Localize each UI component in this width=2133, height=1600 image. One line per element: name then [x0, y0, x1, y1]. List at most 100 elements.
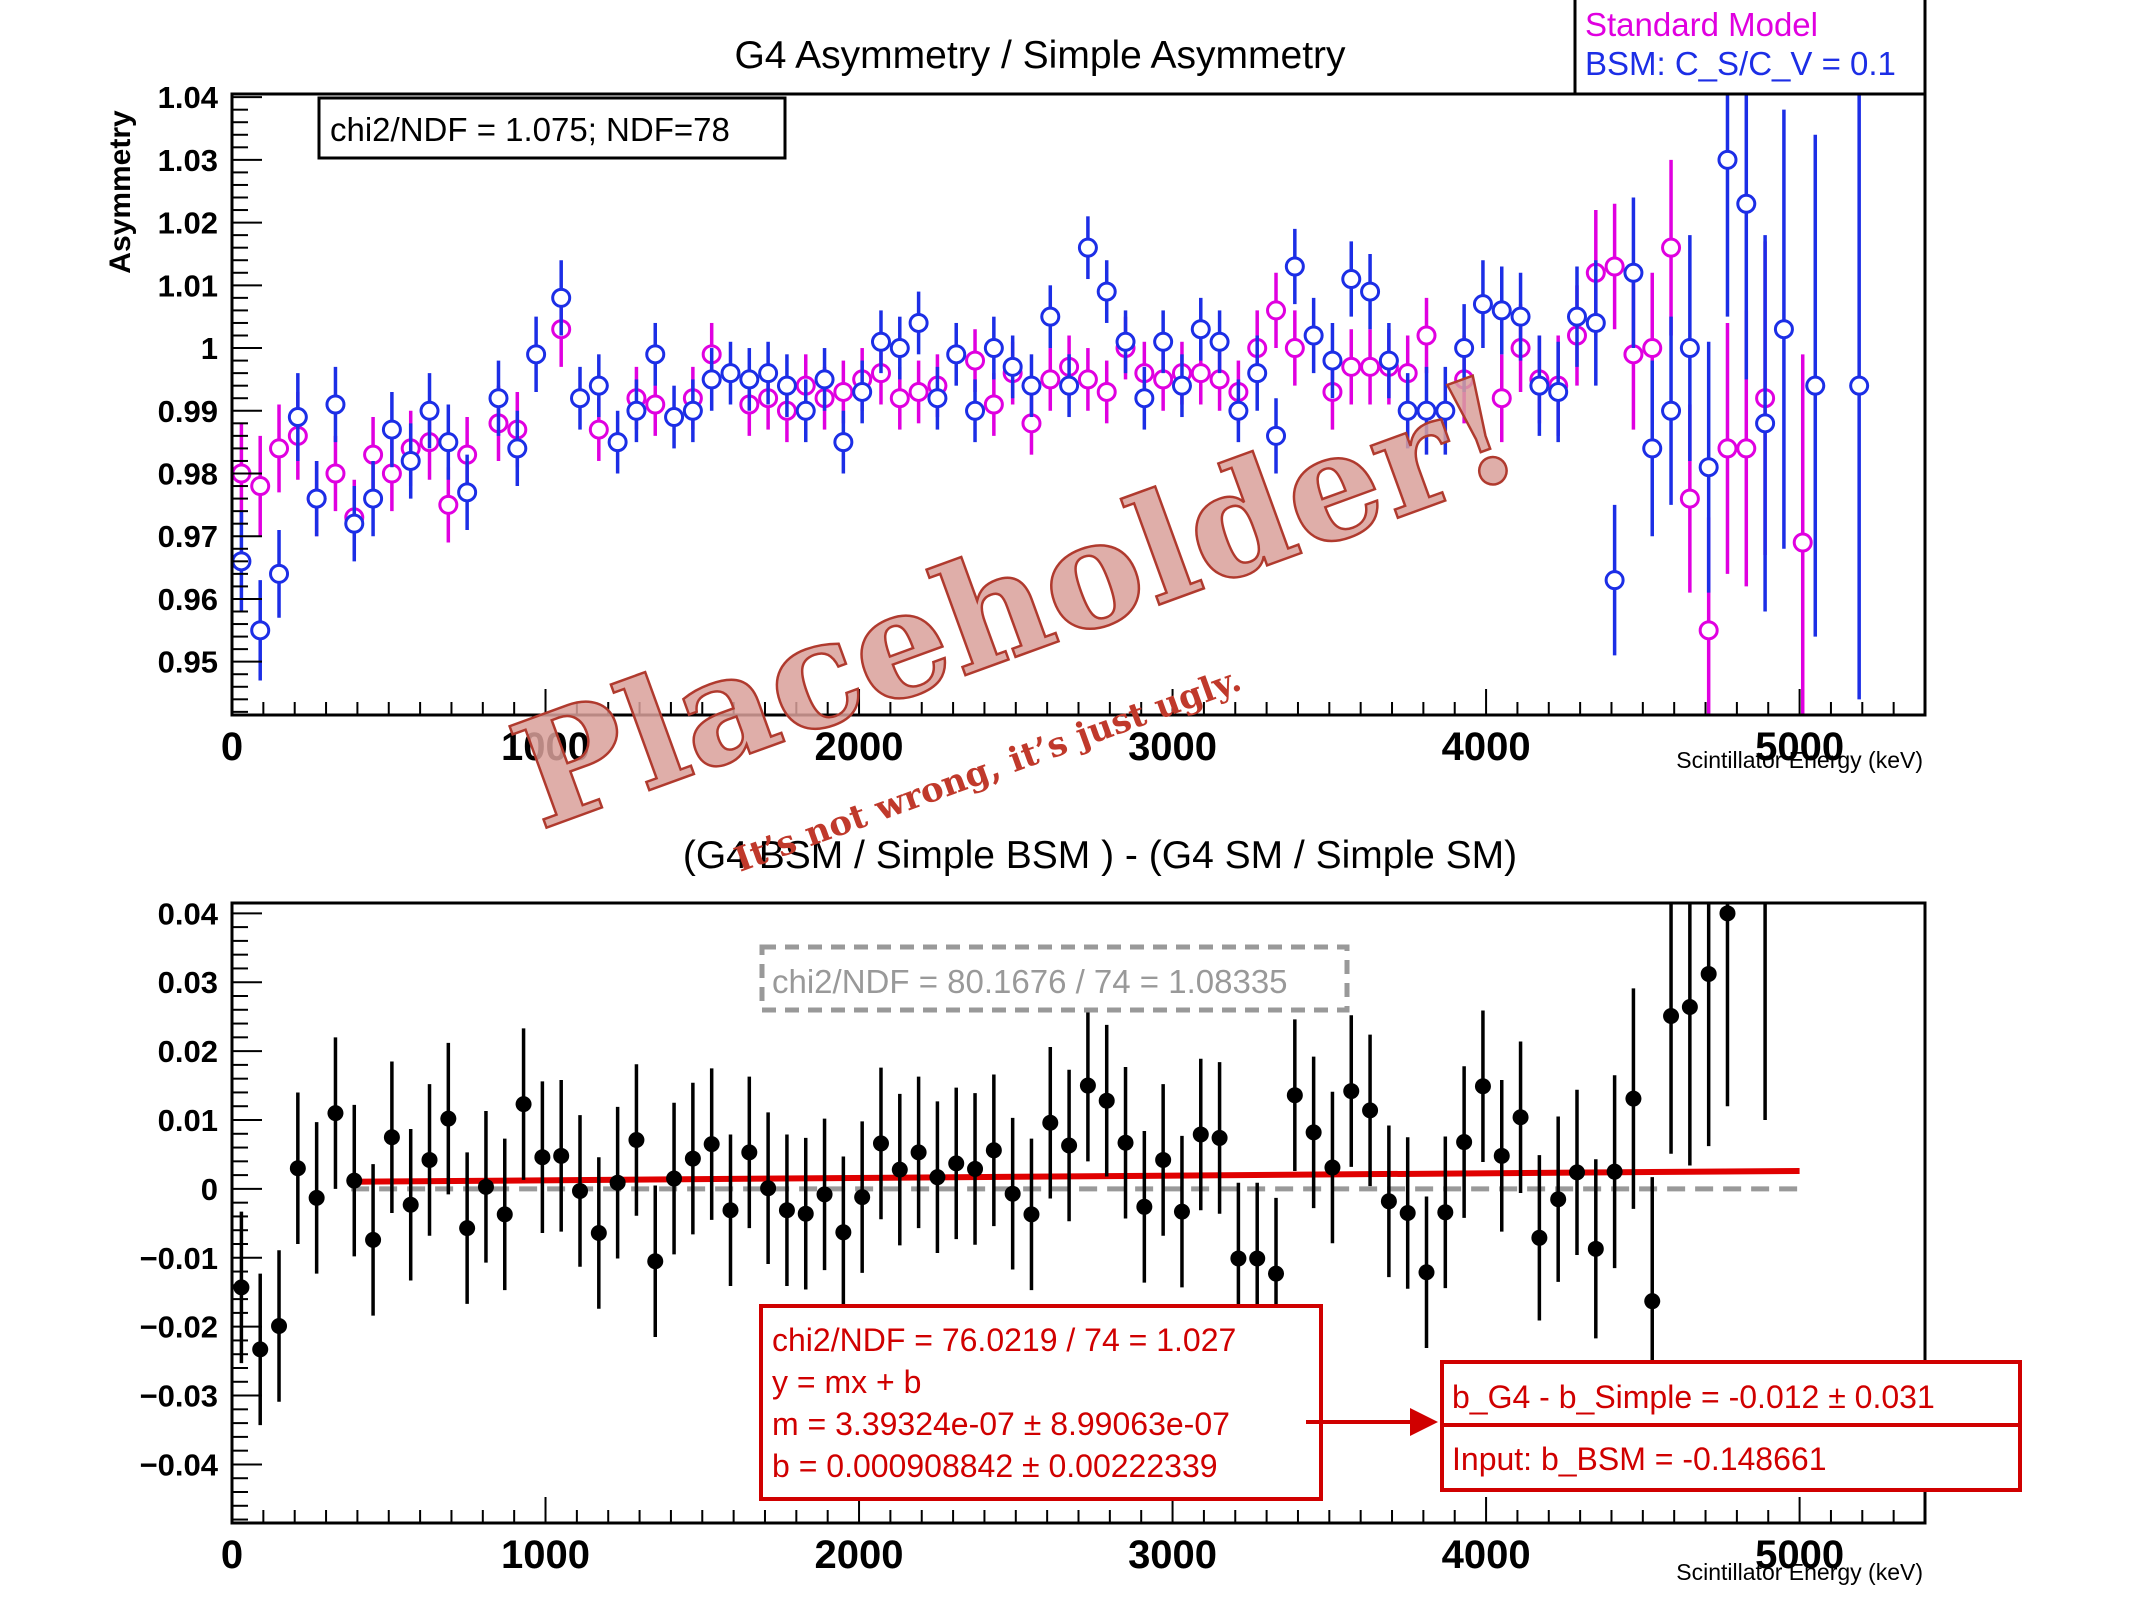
data-point	[1418, 1264, 1435, 1281]
data-point	[250, 476, 271, 497]
data-point	[797, 1205, 814, 1222]
y-tick-label: −0.02	[140, 1310, 218, 1345]
top-panel: G4 Asymmetry / Simple Asymmetry 0 1000 200…	[104, 0, 1927, 773]
data-point	[1209, 369, 1230, 390]
top-plot-area	[231, 95, 1870, 714]
data-point	[1360, 281, 1381, 302]
y-tick-label: −0.04	[140, 1447, 219, 1482]
data-point	[983, 394, 1004, 415]
data-point	[1416, 325, 1437, 346]
data-point	[835, 1224, 852, 1241]
data-point	[551, 287, 572, 308]
data-point	[588, 375, 609, 396]
y-tick-label: −0.03	[140, 1379, 218, 1414]
x-tick-label: 5000	[1755, 1533, 1844, 1577]
data-point	[778, 1202, 795, 1219]
bottom-axes: 0 1000 2000 3000 4000 5000 −0.04 −0.03 −0.02 −0.0…	[140, 896, 1926, 1577]
data-point	[1360, 356, 1381, 377]
data-point	[1587, 1240, 1604, 1257]
data-point	[1192, 1126, 1209, 1143]
data-point	[588, 419, 609, 440]
y-tick-label: 0.01	[158, 1103, 218, 1138]
data-point	[419, 400, 440, 421]
x-tick-label: 5000	[1755, 725, 1844, 769]
data-point	[965, 350, 986, 371]
data-point	[1190, 363, 1211, 384]
data-point	[1529, 375, 1550, 396]
data-point	[1077, 237, 1098, 258]
data-point	[1491, 388, 1512, 409]
data-point	[1155, 1151, 1172, 1168]
data-point	[1585, 312, 1606, 333]
data-point	[1849, 375, 1870, 396]
data-point	[1209, 331, 1230, 352]
data-point	[438, 432, 459, 453]
data-point	[776, 375, 797, 396]
data-point	[889, 388, 910, 409]
data-point	[1719, 905, 1736, 922]
data-point	[1153, 331, 1174, 352]
x-tick-label: 2000	[815, 725, 904, 769]
y-tick-label: 0.04	[158, 896, 219, 931]
data-point	[325, 463, 346, 484]
data-point	[590, 1224, 607, 1241]
result-box-line-input: Input: b_BSM = -0.148661	[1452, 1441, 1826, 1477]
data-point	[1341, 269, 1362, 290]
data-point	[1606, 1163, 1623, 1180]
data-point	[760, 1180, 777, 1197]
data-point	[833, 381, 854, 402]
data-point	[1211, 1129, 1228, 1146]
x-tick-label: 3000	[1128, 725, 1217, 769]
data-point	[1399, 1205, 1416, 1221]
y-tick-label: 1	[201, 331, 218, 366]
data-point	[1773, 319, 1794, 340]
data-point	[1378, 350, 1399, 371]
data-point	[1247, 363, 1268, 384]
y-tick-label: 1.04	[158, 80, 219, 115]
data-point	[381, 463, 402, 484]
data-point	[722, 1202, 739, 1219]
data-point	[1512, 1109, 1529, 1126]
data-point	[1266, 300, 1287, 321]
data-point	[1717, 438, 1738, 459]
data-point	[269, 563, 290, 584]
data-point	[1510, 306, 1531, 327]
legend-entry-bsm: BSM: C_S/C_V = 0.1	[1585, 45, 1896, 82]
data-point	[854, 1189, 871, 1206]
data-point	[1681, 999, 1698, 1016]
data-point	[1098, 1092, 1115, 1109]
data-point	[1249, 1250, 1266, 1267]
data-point	[816, 1186, 833, 1203]
data-point	[1625, 1090, 1642, 1107]
data-point	[1284, 256, 1305, 277]
data-point	[1493, 1147, 1510, 1164]
data-point	[739, 369, 760, 390]
fit-box	[759, 1304, 1323, 1501]
fit-box-line-intercept: b = 0.000908842 ± 0.00222339	[772, 1448, 1218, 1484]
data-point	[1117, 1134, 1134, 1151]
data-point	[1171, 375, 1192, 396]
data-point	[1604, 256, 1625, 277]
x-tick-label: 2000	[815, 1533, 904, 1577]
legend-entry-standard-model: Standard Model	[1585, 6, 1818, 43]
data-point	[1362, 1102, 1379, 1119]
data-point	[741, 1144, 758, 1161]
y-tick-label: 0.98	[158, 457, 218, 492]
data-point	[363, 444, 384, 465]
data-point	[645, 344, 666, 365]
data-point	[889, 338, 910, 359]
data-point	[250, 620, 271, 641]
top-y-axis-label: Asymmetry	[104, 110, 137, 274]
x-tick-label: 4000	[1442, 725, 1531, 769]
data-point	[1644, 1293, 1661, 1310]
data-point	[1755, 413, 1776, 434]
data-point	[252, 1341, 269, 1358]
data-point	[1456, 1134, 1473, 1151]
data-point	[515, 1096, 532, 1113]
data-point	[927, 388, 948, 409]
x-tick-label: 3000	[1128, 1533, 1217, 1577]
data-point	[948, 1155, 965, 1172]
fit-arrow-head	[1410, 1408, 1438, 1436]
data-point	[967, 1160, 984, 1177]
data-point	[534, 1149, 551, 1166]
